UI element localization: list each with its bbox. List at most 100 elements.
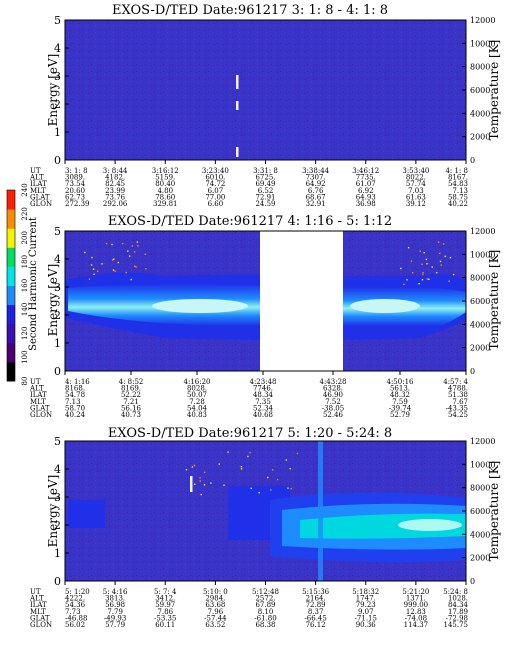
panel-2-speckle [136,241,139,243]
panel-2-speckle [121,242,124,245]
panel-3-cell: 1747. [356,595,376,603]
panel-3-cell: 5:24: 8 [443,588,468,596]
panel-1-row-label: MLT [30,187,46,195]
panel-3-cell: 90.36 [356,621,377,629]
panel-2-speckle [144,253,147,255]
panel-3-cell: 54.36 [65,601,86,609]
colorbar: 80 100 120 140 160 180 200 220 240 [6,183,29,386]
colorbar-tick-label: 140 [21,303,29,316]
panel-2-y2tick-label: 0 [470,367,475,376]
panel-3-cell: 7.86 [157,608,173,616]
panel-1-y2tick-label: 12000 [470,16,495,25]
panel-3-ytick-label: 2 [54,519,61,532]
panel-1-cell: 3:16:12 [152,167,179,175]
panel-3-patch-left [68,500,105,528]
panel-2-speckle [111,259,114,261]
panel-2-y2tick-label: 2000 [470,344,490,353]
panel-2-cell: 56.16 [121,404,142,412]
panel-2-speckle [113,258,115,260]
panel-1-cell: 80.40 [155,180,175,188]
panel-1-cell: 40.22 [448,200,468,208]
panel-3-speckle [258,491,260,494]
colorbar-tick-label: 100 [21,350,29,363]
panel-1-cell: 3:31: 8 [253,167,278,175]
panel-3-cell: 8.10 [258,608,274,616]
colorbar-tick-label: 240 [21,183,29,196]
panel-1-spike-lower [236,147,239,157]
panel-3-cell: 84.34 [448,601,469,609]
panel-3-cell: 5: 7: 4 [154,588,177,596]
panel-2-speckle [112,269,115,271]
panel-1-cell: 4182. [105,174,125,182]
panel-3-speckle [285,459,288,461]
panel-3-cell: 5:10: 0 [203,588,228,596]
panel-3-cell: 5: 4:16 [103,588,128,596]
panel-2-cell: 40.83 [187,411,207,419]
panel-3-speckle [210,482,212,484]
panel-2-data-gap [260,231,343,371]
colorbar-frame [6,189,16,382]
panel-2-ytick-label: 1 [54,337,61,350]
panel-2-speckle [130,278,132,281]
panel-2-speckle [114,270,116,272]
panel-2-speckle [105,242,108,245]
panel-2-y2tick-label: 6000 [470,297,490,306]
panel-3-cell: -66.45 [304,614,326,622]
panel-1-cell: 62.73 [65,193,85,201]
panel-1-row-label: ILAT [30,180,47,188]
panel-2-ytick-label: 5 [54,225,61,238]
panel-2-speckle [134,265,136,268]
panel-2-speckle [407,246,410,249]
panel-1-cell: 73.76 [105,193,126,201]
panel-2-speckle [421,278,424,281]
panel-1-cell: 292.06 [103,200,128,208]
panel-3-speckle [199,477,201,479]
panel-2-cell: 48.32 [390,391,410,399]
panel-3-cell: -49.93 [104,614,126,622]
panel-2-speckle [93,273,95,275]
panel-2-row-label: UT [30,378,41,386]
panel-3-speckle [223,484,225,486]
panel-1-cell: 8022. [406,174,426,182]
panel-1-cell: 6.52 [258,187,274,195]
colorbar-tick-label: 80 [21,377,29,386]
panel-3-cell: 2164. [306,595,326,603]
colorbar-tick-label: 160 [21,279,29,292]
panel-2-cell: -38.05 [322,404,344,412]
panel-3-title: EXOS-D/TED Date:961217 5: 1:20 - 5:24: 8 [108,426,392,441]
panel-1-cell: 72.91 [255,193,275,201]
panel-1-cell: 4: 1: 8 [445,167,468,175]
panel-3-row-label: GLAT [30,614,50,622]
panel-2-speckle [145,268,147,270]
panel-3-row-label: ALT [29,595,44,603]
panel-1-y2tick-label: 10000 [470,39,495,48]
panel-2-ytick-label: 3 [54,281,61,294]
panel-1-ytick-label: 4 [54,42,61,55]
panel-2-speckle [422,271,424,274]
colorbar-tick-label: 200 [21,231,29,244]
panel-1-cell: 78.60 [155,193,175,201]
panel-3-cell: 1371. [406,595,426,603]
panel-3-speckle [227,451,229,453]
panel-3-cell: 12.83 [406,608,426,616]
panel-3-cell: 5:12:48 [252,588,279,596]
panel-3-row-label: ILAT [30,601,47,609]
panel-2-cell: 40.73 [121,411,141,419]
panel-2-cell: 8169. [121,385,141,393]
panel-1-ytick-label: 0 [54,154,61,167]
panel-2-speckle [131,245,133,247]
panel-1-row-label: ALT [29,174,44,182]
panel-3-spike [190,476,193,492]
panel-3-y2tick-label: 8000 [470,484,490,493]
panel-3-cell: 2572. [255,595,275,603]
panel-3-cell: 17.89 [448,608,468,616]
panel-3-speckle [240,466,243,468]
panel-3-ytick-label: 0 [54,575,61,588]
panel-1-cell: 73.54 [65,180,86,188]
panel-1-row-label: UT [30,167,41,175]
panel-1-cell: 57.74 [406,180,427,188]
panel-2-speckle [439,260,442,263]
panel-1-cell: 6.60 [208,200,224,208]
panel-2-cell: 4:16:20 [184,378,211,386]
panel-2-cell: 54.78 [65,391,85,399]
